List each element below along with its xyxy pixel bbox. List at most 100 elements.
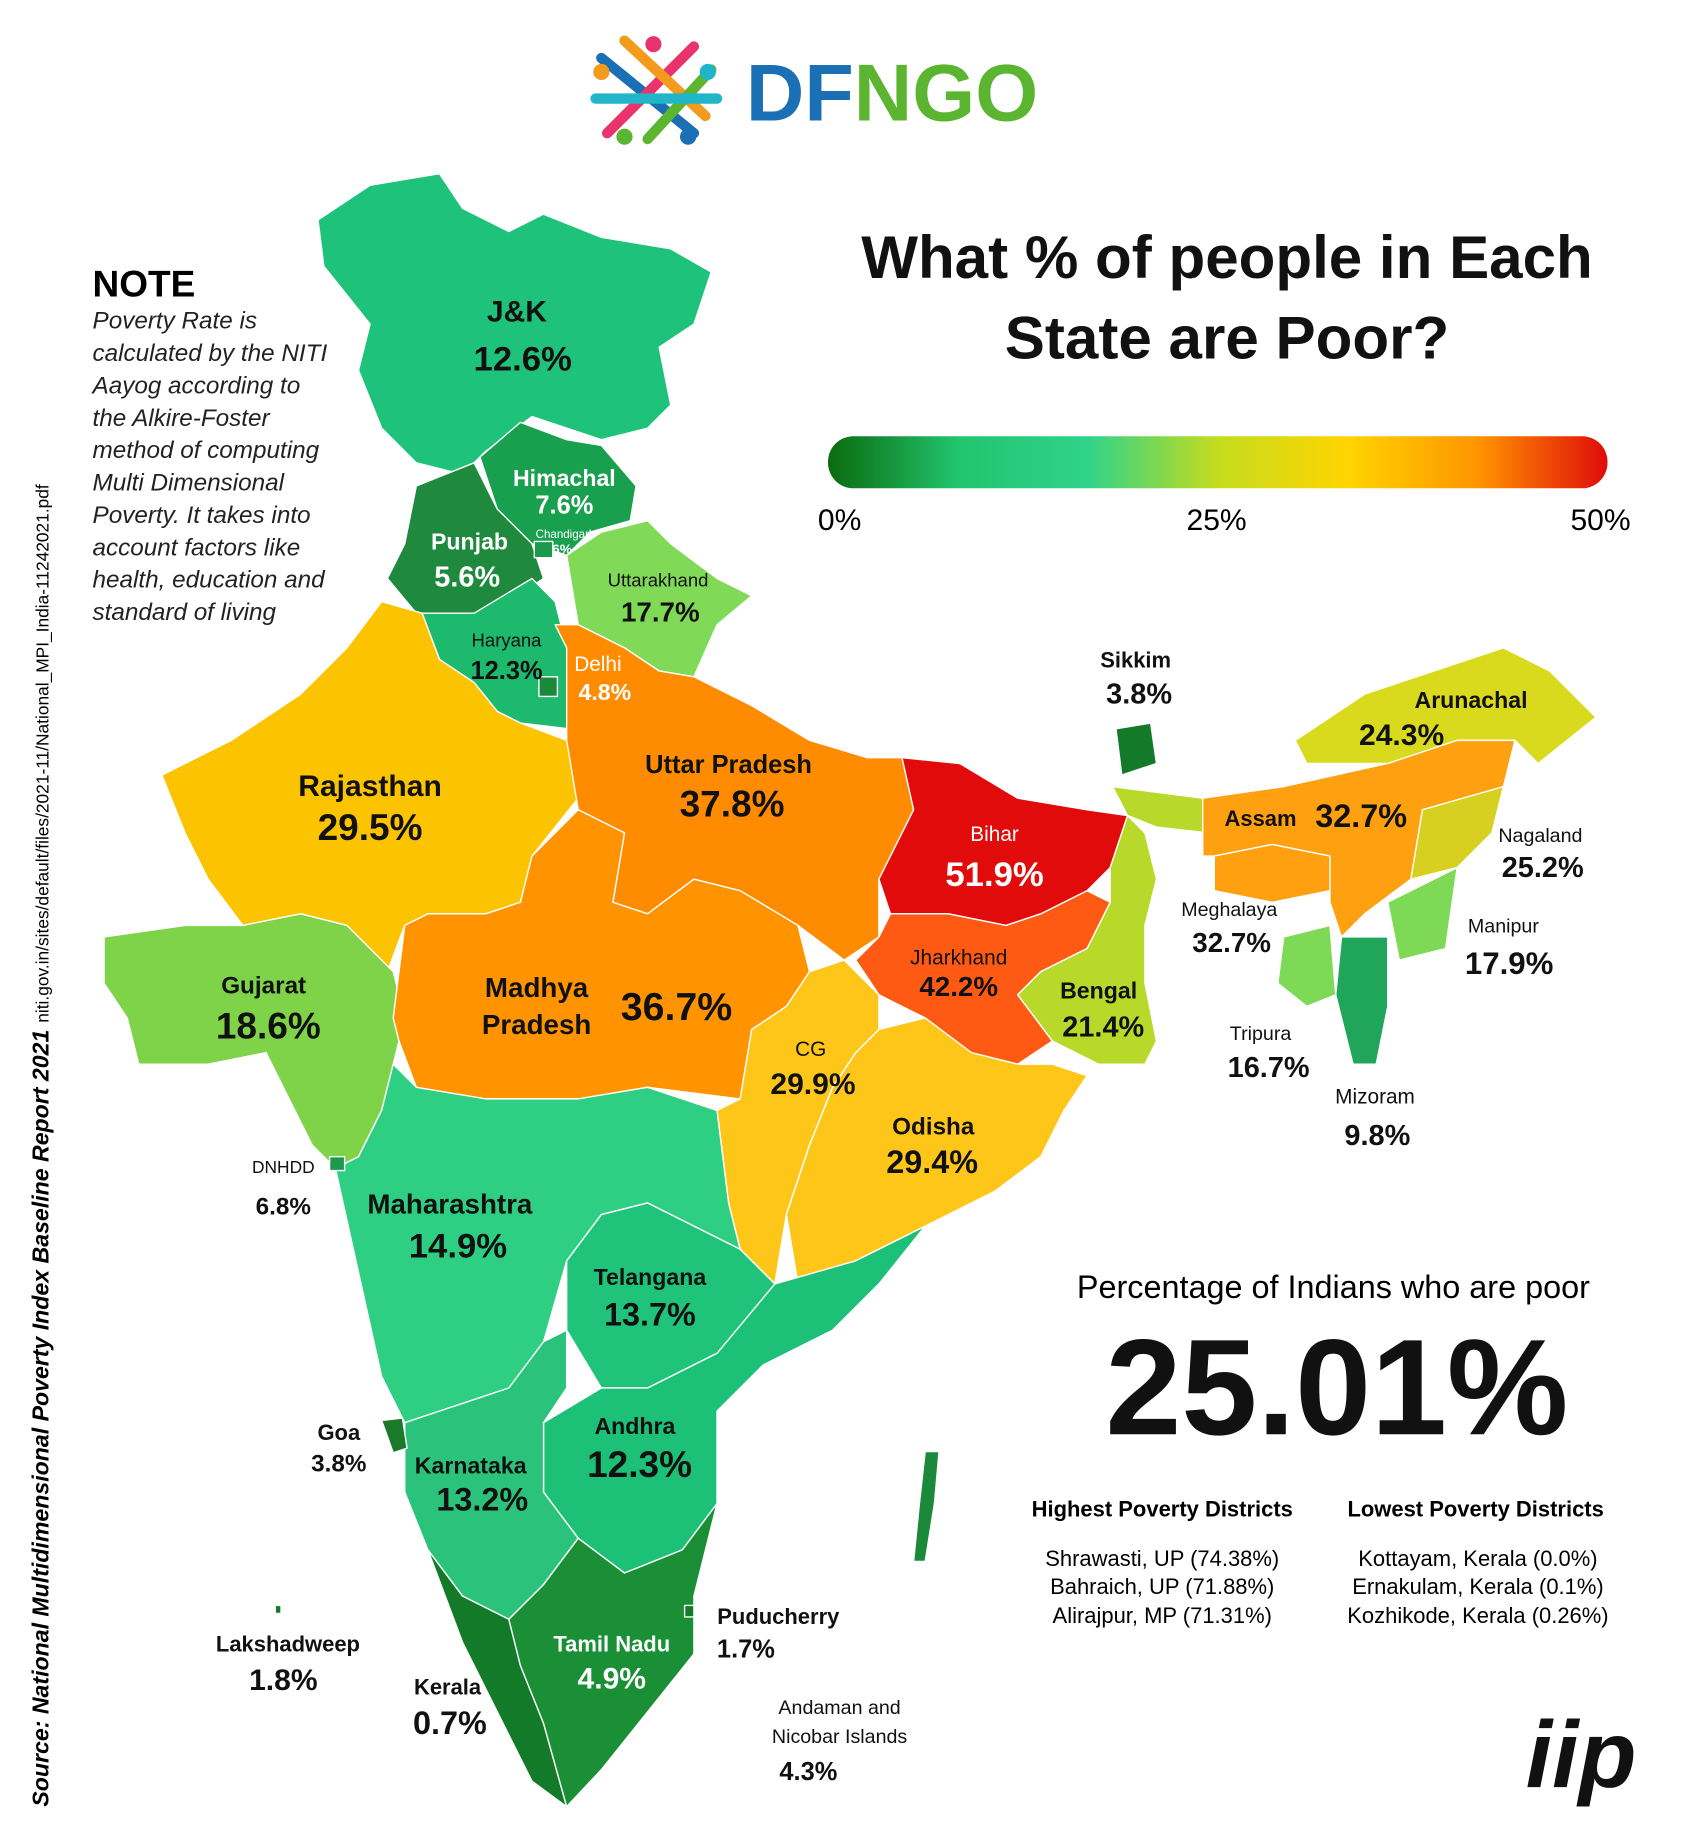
state-name-madhya-pradesh: Madhya [485, 972, 589, 1003]
note-line: standard of living [93, 599, 277, 626]
legend-label-mid: 25% [1187, 504, 1247, 537]
legend-gradient-bar [828, 436, 1608, 489]
note: NOTE Poverty Rate is calculated by the NI… [91, 263, 328, 626]
source-url[interactable]: niti.gov.in/sites/default/files/2021-11/… [33, 484, 53, 1023]
iip-brand-logo: iip [1526, 1702, 1637, 1808]
source-title: Source: National Multidimensional Povert… [28, 1030, 54, 1807]
note-line: health, education and [93, 567, 327, 594]
note-line: the Alkire-Foster [93, 405, 271, 432]
note-line: Poverty. It takes into [93, 502, 311, 529]
state-value-tripura: 16.7% [1228, 1052, 1310, 1084]
state-name-meghalaya: Meghalaya [1181, 899, 1277, 921]
state-name-himachal: Himachal [513, 465, 616, 491]
state-bengal[interactable] [1016, 814, 1158, 1065]
source-citation: Source: National Multidimensional Povert… [28, 484, 54, 1807]
state-name-goa: Goa [317, 1420, 361, 1445]
lowest-district-item: Kozhikode, Kerala (0.26%) [1347, 1603, 1608, 1628]
state-name-delhi: Delhi [574, 653, 621, 676]
state-tripura[interactable] [1277, 924, 1337, 1008]
india-map [103, 173, 1597, 1808]
state-name-kerala: Kerala [414, 1674, 482, 1699]
state-name-punjab: Punjab [431, 529, 508, 555]
state-nagaland[interactable] [1410, 785, 1505, 880]
state-name-assam: Assam [1225, 806, 1297, 831]
legend-label-min: 0% [818, 504, 861, 537]
lowest-district-item: Kottayam, Kerala (0.0%) [1358, 1546, 1597, 1571]
legend-label-max: 50% [1570, 504, 1630, 537]
state-value-dnhdd: 6.8% [256, 1194, 311, 1221]
state-mizoram[interactable] [1335, 936, 1389, 1065]
state-delhi[interactable] [538, 676, 559, 698]
note-line: Poverty Rate is [93, 308, 258, 335]
state-name-manipur: Manipur [1468, 915, 1539, 937]
state-value-sikkim: 3.8% [1106, 678, 1172, 710]
state-name-odisha: Odisha [892, 1114, 975, 1141]
logo-text-ngo: NGO [854, 49, 1038, 139]
state-name-andaman-and-nicobar-islands: Andaman and [778, 1697, 900, 1719]
state-meghalaya[interactable] [1213, 843, 1331, 903]
dfngo-logo: DFNGO [590, 35, 1038, 145]
state-value-puducherry: 1.7% [717, 1635, 775, 1663]
state-value-uttarakhand: 17.7% [621, 596, 700, 627]
state-value-andaman-and-nicobar-islands: 4.3% [779, 1758, 837, 1786]
state-value-bengal: 21.4% [1062, 1011, 1144, 1043]
state-name-puducherry: Puducherry [717, 1604, 840, 1629]
state-manipur[interactable] [1387, 866, 1458, 961]
state-value-telangana: 13.7% [604, 1297, 696, 1333]
state-dnhdd[interactable] [328, 1156, 346, 1172]
note-line: calculated by the NITI [93, 340, 328, 367]
state-value-mizoram: 9.8% [1344, 1120, 1410, 1152]
state-goa[interactable] [380, 1417, 408, 1454]
state-name-haryana: Haryana [472, 630, 543, 651]
state-value-cg: 29.9% [770, 1068, 855, 1101]
state-value-gujarat: 18.6% [216, 1006, 321, 1047]
state-name-uttar-pradesh: Uttar Pradesh [645, 751, 812, 779]
highest-district-item: Alirajpur, MP (71.31%) [1053, 1603, 1272, 1628]
state-name-karnataka: Karnataka [415, 1453, 527, 1479]
state-odisha[interactable] [785, 1017, 1088, 1285]
state-name-dnhdd: DNHDD [252, 1157, 315, 1177]
state-arunachal[interactable] [1294, 647, 1597, 765]
note-line: account factors like [93, 534, 301, 561]
state-name-andaman-and-nicobar-islands: Nicobar Islands [772, 1726, 908, 1748]
title: What % of people in Each State are Poor? [861, 224, 1593, 372]
state-name-arunachal: Arunachal [1415, 687, 1528, 713]
state-chandigarh[interactable] [533, 540, 554, 559]
state-value-delhi: 4.8% [578, 679, 631, 705]
state-value-j-k: 12.6% [474, 340, 572, 378]
state-value-rajasthan: 29.5% [318, 807, 423, 848]
state-sikkim[interactable] [1115, 722, 1158, 776]
state-name-j-k: J&K [487, 296, 547, 329]
state-tamil-nadu[interactable] [508, 1502, 718, 1808]
state-name-tripura: Tripura [1230, 1023, 1292, 1045]
state-bengal-north[interactable] [1111, 785, 1210, 834]
state-andaman-nicobar[interactable] [912, 1450, 940, 1563]
state-value-lakshadweep: 1.8% [249, 1664, 318, 1697]
highest-district-item: Bahraich, UP (71.88%) [1050, 1574, 1274, 1599]
state-lakshadweep[interactable] [274, 1604, 282, 1615]
state-value-tamil-nadu: 4.9% [578, 1663, 647, 1696]
state-value-bihar: 51.9% [945, 856, 1043, 894]
state-value-goa: 3.8% [311, 1450, 366, 1477]
state-value-meghalaya: 32.7% [1192, 927, 1271, 958]
state-name-tamil-nadu: Tamil Nadu [553, 1632, 670, 1657]
state-value-karnataka: 13.2% [436, 1482, 528, 1518]
state-value-andhra: 12.3% [587, 1444, 692, 1485]
lowest-districts-heading: Lowest Poverty Districts [1347, 1496, 1603, 1521]
logo-text-df: DF [746, 49, 854, 139]
state-name-maharashtra: Maharashtra [367, 1188, 533, 1219]
state-name-madhya-pradesh: Pradesh [482, 1009, 592, 1040]
state-name-jharkhand: Jharkhand [910, 947, 1007, 970]
state-name-bihar: Bihar [970, 823, 1019, 846]
title-line-1: What % of people in Each [861, 224, 1593, 291]
note-line: method of computing [93, 437, 320, 464]
color-legend: 0% 25% 50% [818, 436, 1631, 537]
state-name-bengal: Bengal [1060, 977, 1137, 1003]
state-value-kerala: 0.7% [413, 1705, 487, 1741]
state-name-uttarakhand: Uttarakhand [608, 570, 709, 591]
state-value-uttar-pradesh: 37.8% [680, 784, 785, 825]
state-jk[interactable] [317, 173, 712, 476]
state-value-jharkhand: 42.2% [919, 971, 998, 1002]
state-value-assam: 32.7% [1315, 798, 1407, 834]
state-puducherry[interactable] [683, 1604, 695, 1618]
